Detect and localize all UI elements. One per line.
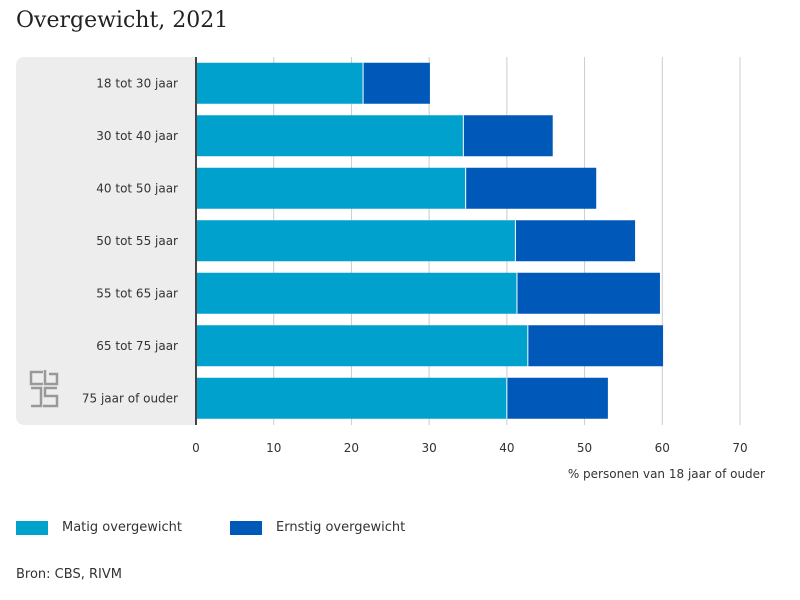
- legend-swatch-matig: [16, 520, 48, 535]
- bar-matig-1: [196, 115, 464, 157]
- category-label: 55 tot 65 jaar: [96, 286, 178, 300]
- bar-matig-4: [196, 272, 517, 314]
- cbs-logo-stroke: [43, 386, 59, 408]
- source-note: Bron: CBS, RIVM: [16, 567, 122, 582]
- legend-label-ernstig: Ernstig overgewicht: [276, 520, 406, 535]
- legend-label-matig: Matig overgewicht: [62, 520, 183, 535]
- x-tick-labels: 0 10 20 30 40 50 60 70: [192, 441, 747, 455]
- bar-matig-3: [196, 220, 516, 262]
- x-tick-label: 70: [732, 441, 747, 455]
- category-label: 65 tot 75 jaar: [96, 339, 178, 353]
- bar-matig-0: [196, 62, 364, 104]
- x-axis-title: % personen van 18 jaar of ouder: [568, 467, 765, 481]
- category-label: 40 tot 50 jaar: [96, 181, 178, 195]
- category-label: 50 tot 55 jaar: [96, 234, 178, 248]
- x-tick-label: 30: [422, 441, 437, 455]
- category-label: 75 jaar of ouder: [82, 391, 178, 405]
- category-label: 18 tot 30 jaar: [96, 76, 178, 90]
- bar-ernstig-1: [463, 115, 553, 157]
- bar-ernstig-6: [506, 377, 608, 419]
- category-panel: [16, 57, 204, 425]
- bar-ernstig-5: [527, 325, 664, 367]
- cbs-logo-stroke: [31, 386, 43, 408]
- bar-ernstig-4: [516, 272, 660, 314]
- bars: [196, 62, 664, 419]
- cbs-logo-stroke: [29, 370, 43, 386]
- legend: Matig overgewicht Ernstig overgewicht: [16, 520, 453, 535]
- chart-title: Overgewicht, 2021: [16, 8, 229, 33]
- x-tick-label: 50: [577, 441, 592, 455]
- cbs-logo-stroke: [43, 370, 59, 386]
- category-labels: 18 tot 30 jaar 30 tot 40 jaar 40 tot 50 ja…: [82, 76, 178, 405]
- bar-ernstig-3: [515, 220, 636, 262]
- bar-ernstig-0: [363, 62, 430, 104]
- x-tick-label: 0: [192, 441, 200, 455]
- category-label: 30 tot 40 jaar: [96, 129, 178, 143]
- bar-ernstig-2: [465, 167, 597, 209]
- cbs-logo-icon: [29, 370, 59, 408]
- x-tick-label: 60: [655, 441, 670, 455]
- legend-item-ernstig: Ernstig overgewicht: [230, 520, 405, 535]
- bar-matig-6: [196, 377, 507, 419]
- x-tick-label: 10: [266, 441, 281, 455]
- x-tick-label: 40: [499, 441, 514, 455]
- bar-matig-2: [196, 167, 466, 209]
- x-tick-label: 20: [344, 441, 359, 455]
- chart-area: 18 tot 30 jaar 30 tot 40 jaar 40 tot 50 ja…: [16, 56, 765, 481]
- legend-swatch-ernstig: [230, 520, 263, 535]
- bar-matig-5: [196, 325, 528, 367]
- legend-item-matig: Matig overgewicht: [16, 520, 182, 535]
